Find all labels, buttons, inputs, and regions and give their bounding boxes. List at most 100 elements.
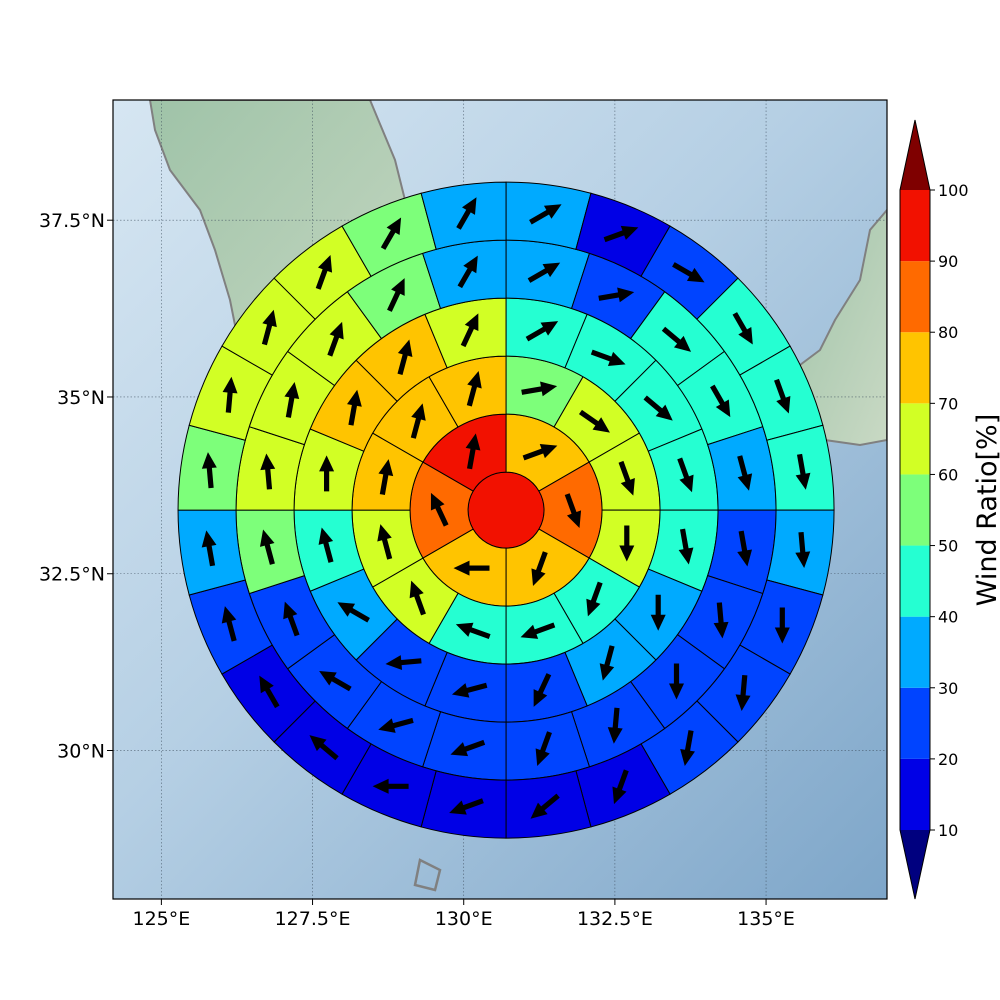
wind-arrow bbox=[466, 371, 482, 407]
y-tick-label: 37.5°N bbox=[39, 210, 105, 232]
colorbar-tick-label: 80 bbox=[938, 323, 958, 342]
wind-arrow bbox=[598, 287, 635, 303]
wind-arrow bbox=[457, 255, 478, 289]
wind-arrow bbox=[533, 673, 552, 707]
plot-frame bbox=[112, 99, 888, 900]
wind-arrow bbox=[347, 389, 362, 426]
wind-arrow bbox=[590, 349, 626, 366]
y-tick-label: 35°N bbox=[57, 387, 105, 409]
wind-arrow bbox=[456, 197, 477, 230]
colorbar-band bbox=[900, 474, 930, 546]
wind-arrow bbox=[465, 433, 481, 470]
wind-arrow bbox=[529, 204, 562, 225]
colorbar: 10 20 30 40 50 60 70 80 90 100 bbox=[899, 119, 969, 900]
colorbar-tick-label: 20 bbox=[938, 750, 958, 769]
wind-arrow bbox=[661, 326, 692, 352]
wind-arrow bbox=[380, 217, 402, 250]
wind-arrow bbox=[315, 255, 333, 290]
wind-arrow bbox=[603, 225, 639, 243]
wind-arrow bbox=[618, 460, 635, 496]
wind-arrow bbox=[284, 381, 300, 418]
wind-arrow bbox=[678, 528, 694, 565]
wind-arrow bbox=[377, 524, 393, 560]
wind-arrow bbox=[710, 384, 731, 418]
colorbar-tick-label: 70 bbox=[938, 394, 958, 413]
wind-arrow bbox=[564, 493, 582, 528]
colorbar-band bbox=[900, 332, 930, 404]
wind-arrow bbox=[607, 707, 623, 744]
wind-arrow bbox=[460, 313, 479, 348]
colorbar-tick-label: 10 bbox=[938, 821, 958, 840]
wind-arrow bbox=[430, 492, 449, 527]
x-tick-label: 125°E bbox=[132, 908, 190, 930]
wind-arrow bbox=[222, 376, 238, 413]
wind-arrow bbox=[319, 455, 335, 492]
wind-arrow bbox=[221, 606, 237, 642]
wind-arrow bbox=[522, 444, 558, 461]
wind-arrow bbox=[650, 594, 666, 631]
wind-sector-cells bbox=[177, 181, 835, 839]
x-tick-label: 132.5°E bbox=[577, 908, 653, 930]
wind-arrow bbox=[410, 403, 426, 439]
wind-arrow bbox=[520, 622, 556, 639]
colorbar-band bbox=[900, 261, 930, 333]
wind-arrow bbox=[795, 453, 811, 490]
wind-arrow bbox=[455, 622, 491, 640]
wind-arrow bbox=[732, 312, 753, 345]
wind-arrow bbox=[453, 560, 490, 576]
wind-arrow bbox=[387, 278, 405, 312]
wind-arrow bbox=[450, 739, 486, 757]
wind-arrow bbox=[713, 602, 729, 639]
wind-arrow bbox=[409, 580, 426, 616]
wind-arrow bbox=[319, 671, 352, 692]
wind-arrow bbox=[737, 455, 753, 491]
colorbar-tick-label: 30 bbox=[938, 679, 958, 698]
wind-arrow bbox=[378, 459, 394, 495]
colorbar-band bbox=[900, 403, 930, 475]
wind-arrow bbox=[449, 798, 484, 815]
wind-arrow bbox=[261, 309, 277, 346]
wind-arrow bbox=[201, 452, 217, 489]
wind-arrow bbox=[318, 527, 334, 563]
colorbar-band bbox=[900, 545, 930, 617]
y-axis-ticks: 30°N 32.5°N 35°N 37.5°N bbox=[39, 210, 113, 763]
wind-arrow bbox=[201, 530, 217, 567]
wind-arrow bbox=[672, 262, 705, 283]
colorbar-band bbox=[900, 758, 930, 830]
wind-arrow bbox=[599, 645, 615, 681]
wind-arrow bbox=[372, 778, 409, 794]
y-tick-label: 32.5°N bbox=[39, 564, 105, 586]
wind-arrow bbox=[612, 769, 629, 805]
wind-arrow bbox=[525, 321, 559, 342]
x-tick-label: 130°E bbox=[435, 908, 493, 930]
colorbar-band bbox=[900, 190, 930, 262]
wind-arrow bbox=[530, 793, 560, 819]
colorbar-band bbox=[900, 687, 930, 759]
wind-arrow bbox=[451, 682, 488, 698]
colorbar-extend-max bbox=[900, 120, 930, 190]
wind-arrow bbox=[669, 663, 684, 700]
wind-arrow bbox=[643, 395, 673, 421]
wind-direction-arrows bbox=[201, 197, 811, 819]
colorbar-tick-label: 40 bbox=[938, 608, 958, 627]
x-axis-ticks: 125°E 127.5°E 130°E 132.5°E 135°E bbox=[132, 899, 795, 930]
wind-arrow bbox=[774, 607, 790, 644]
colorbar-extend-min bbox=[900, 830, 930, 899]
x-tick-label: 127.5°E bbox=[275, 908, 351, 930]
wind-arrow bbox=[378, 717, 414, 733]
wind-arrow bbox=[259, 675, 280, 709]
colorbar-band bbox=[900, 616, 930, 688]
wind-arrow bbox=[260, 453, 276, 490]
colorbar-tick-label: 60 bbox=[938, 465, 958, 484]
wind-arrow bbox=[337, 602, 370, 623]
colorbar-tick-label: 90 bbox=[938, 252, 958, 271]
wind-arrow bbox=[283, 601, 300, 637]
wind-arrow bbox=[259, 529, 275, 565]
wind-arrow bbox=[680, 730, 695, 767]
wind-arrow bbox=[309, 735, 339, 761]
y-tick-label: 30°N bbox=[57, 741, 105, 763]
wind-arrow bbox=[327, 321, 344, 357]
x-tick-label: 135°E bbox=[737, 908, 795, 930]
wind-arrow bbox=[535, 731, 552, 766]
